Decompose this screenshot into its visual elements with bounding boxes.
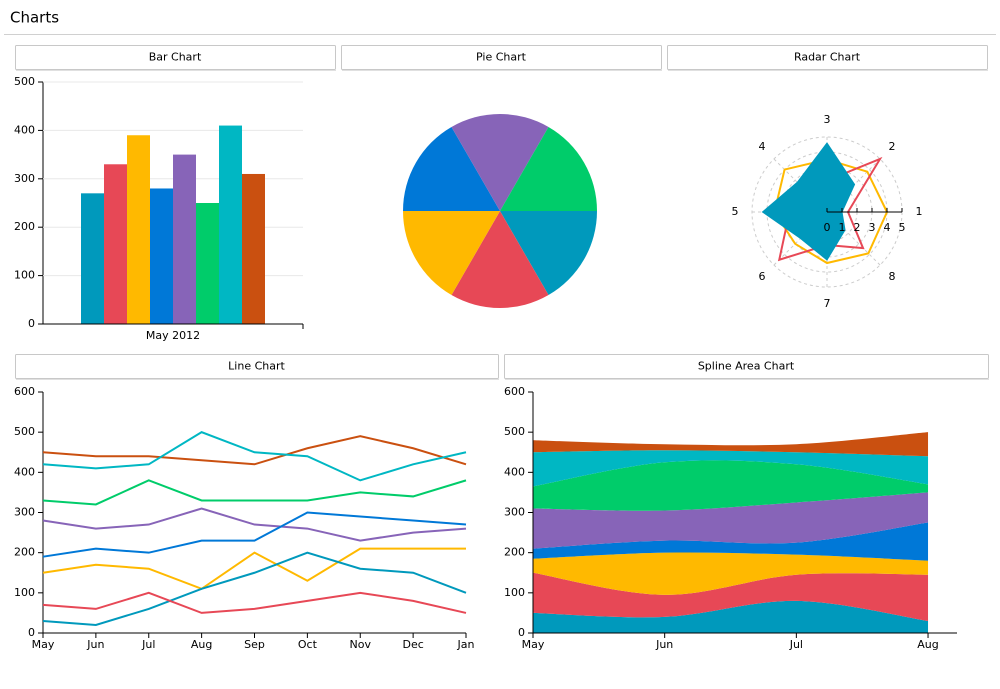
line-series	[42, 507, 467, 542]
line-series	[42, 431, 467, 482]
y-tick-label: 200	[14, 546, 35, 559]
bar	[173, 154, 196, 324]
y-tick-label: 300	[14, 172, 35, 185]
y-tick-label: 400	[14, 465, 35, 478]
x-tick-label: Aug	[917, 638, 938, 651]
radar-tick-label: 1	[839, 221, 846, 234]
radar-axis-label: 5	[732, 205, 739, 218]
x-tick-label: Sep	[244, 638, 265, 651]
radar-axis-label: 1	[916, 205, 923, 218]
area-series	[533, 432, 929, 457]
radar-axis-label: 7	[824, 297, 831, 310]
x-tick-label: May	[32, 638, 55, 651]
area-series	[533, 572, 929, 621]
y-tick-label: 100	[504, 586, 525, 599]
x-tick-label: Aug	[191, 638, 212, 651]
bar	[150, 188, 173, 324]
y-tick-label: 400	[14, 123, 35, 136]
x-tick-label: Dec	[402, 638, 423, 651]
y-tick-label: 200	[504, 546, 525, 559]
radar-axis-label: 2	[889, 140, 896, 153]
area-series	[533, 492, 929, 549]
panel-title: Bar Chart	[149, 51, 202, 64]
y-tick-label: 600	[504, 385, 525, 398]
x-tick-label: Jul	[789, 638, 803, 651]
pie-slice	[403, 126, 500, 211]
area-series	[533, 522, 929, 561]
y-tick-label: 400	[504, 465, 525, 478]
y-tick-label: 600	[14, 385, 35, 398]
bar	[104, 164, 127, 324]
panel-title: Pie Chart	[476, 51, 527, 64]
y-tick-label: 100	[14, 586, 35, 599]
radar-tick-label: 2	[854, 221, 861, 234]
x-tick-label: Nov	[350, 638, 372, 651]
y-tick-label: 100	[14, 269, 35, 282]
pie-slice	[500, 211, 597, 296]
y-tick-label: 0	[28, 626, 35, 639]
y-tick-label: 0	[28, 317, 35, 330]
pie-slice	[403, 211, 500, 296]
pie-slice	[500, 126, 597, 211]
radar-axis-label: 8	[889, 270, 896, 283]
bar	[219, 125, 242, 324]
radar-tick-label: 4	[884, 221, 891, 234]
y-tick-label: 0	[518, 626, 525, 639]
panel-header	[15, 45, 336, 70]
radar-axis-label: 6	[758, 270, 765, 283]
radar-tick-label: 0	[824, 221, 831, 234]
panel-title: Line Chart	[228, 360, 285, 373]
bar	[242, 173, 265, 324]
radar-tick-label: 5	[899, 221, 906, 234]
y-tick-label: 300	[504, 506, 525, 519]
line-series	[42, 547, 466, 590]
panel-header	[504, 354, 989, 379]
y-tick-label: 500	[14, 75, 35, 88]
panel-title: Radar Chart	[794, 51, 861, 64]
x-tick-label: Oct	[298, 638, 318, 651]
radar-area	[761, 142, 856, 261]
pie-slice	[451, 211, 549, 308]
area-series	[533, 552, 929, 595]
bar	[196, 203, 219, 324]
page-title: Charts	[10, 9, 59, 27]
area-series	[533, 450, 929, 487]
bar	[127, 135, 150, 324]
area-series	[533, 600, 929, 633]
panel-title: Spline Area Chart	[698, 360, 795, 373]
pie-slice	[451, 114, 549, 211]
radar-axis-label: 4	[758, 140, 765, 153]
line-series	[42, 551, 467, 626]
panel-header	[341, 45, 662, 70]
x-tick-label: May 2012	[146, 329, 200, 342]
x-tick-label: Jan	[457, 638, 475, 651]
line-series	[42, 591, 467, 614]
x-tick-label: May	[522, 638, 545, 651]
radar-tick-label: 3	[869, 221, 876, 234]
line-series	[42, 435, 467, 466]
radar-axis-label: 3	[824, 113, 831, 126]
line-series	[42, 511, 467, 558]
line-series	[42, 479, 467, 506]
y-tick-label: 500	[14, 425, 35, 438]
area-series	[533, 460, 929, 511]
panel-header	[15, 354, 499, 379]
y-tick-label: 300	[14, 506, 35, 519]
x-tick-label: Jun	[655, 638, 673, 651]
panel-header	[667, 45, 988, 70]
y-tick-label: 200	[14, 220, 35, 233]
bar	[81, 193, 104, 324]
x-tick-label: Jun	[86, 638, 104, 651]
x-tick-label: Jul	[141, 638, 155, 651]
y-tick-label: 500	[504, 425, 525, 438]
